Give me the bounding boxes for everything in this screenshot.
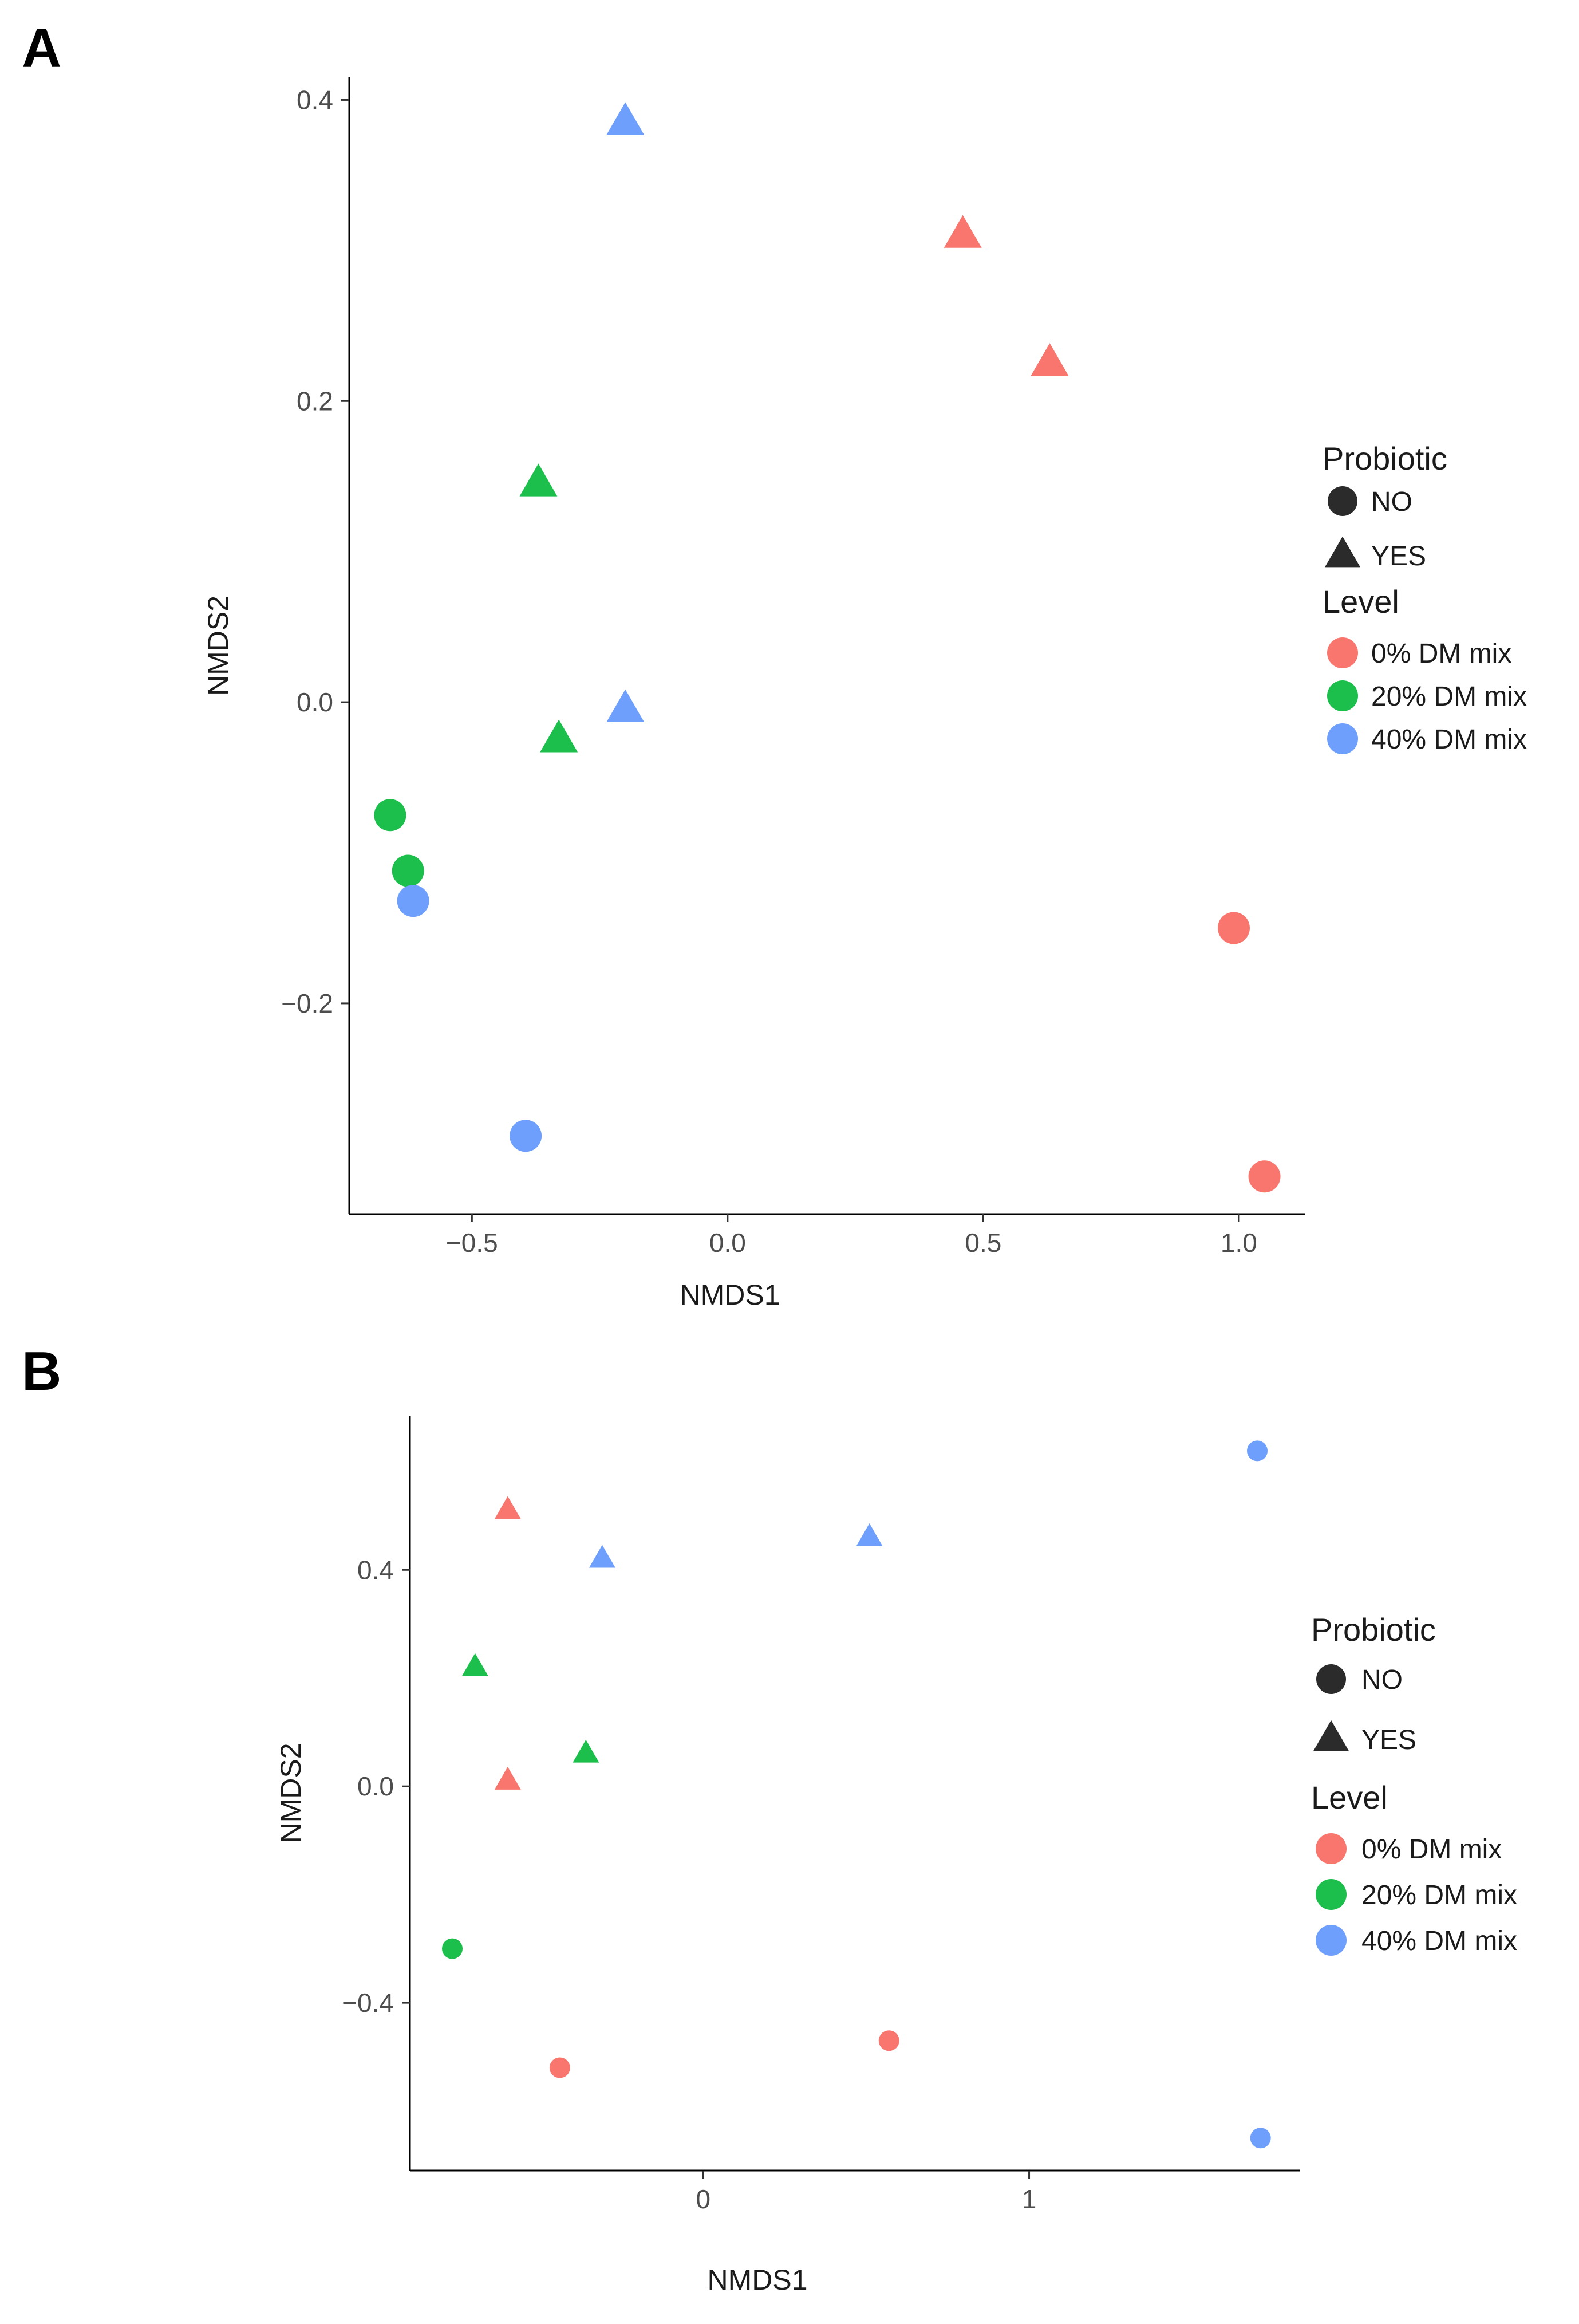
y-axis-title: NMDS2: [202, 596, 234, 696]
legend-level-label: 0% DM mix: [1361, 1834, 1502, 1865]
x-axis-title: NMDS1: [680, 1279, 780, 1311]
x-tick-label: 0: [696, 2184, 711, 2214]
x-tick-label: −0.5: [446, 1228, 498, 1258]
legend-triangle-icon: [1325, 536, 1360, 568]
data-point-triangle: [1031, 343, 1069, 376]
legend-probiotic-label: NO: [1361, 1665, 1403, 1695]
data-point-circle: [397, 885, 429, 917]
nmds-scatter-chart-a: −0.5 0.0 0.5 1.0 −0.2 0.0 0.2 0.4 NMDS1 NMDS2 Prob…: [202, 77, 1527, 1311]
data-point-circle: [392, 854, 424, 887]
legend-level-swatch: [1316, 1879, 1347, 1910]
data-point-circle: [878, 2030, 899, 2051]
legend-level-title: Level: [1311, 1779, 1388, 1815]
x-tick-label: 1: [1022, 2184, 1037, 2214]
data-point-circle: [1248, 1160, 1281, 1193]
nmds-scatter-chart-b: 0 1 −0.4 0.0 0.4 NMDS1 NMDS2 Probiotic NO YES Leve…: [275, 1416, 1517, 2296]
data-point-triangle: [519, 463, 558, 497]
x-tick-label: 0.5: [965, 1228, 1001, 1258]
legend-level-swatch: [1327, 680, 1358, 711]
x-tick-label: 0.0: [709, 1228, 746, 1258]
legend-probiotic-title: Probiotic: [1311, 1612, 1436, 1648]
data-point-circle: [510, 1120, 542, 1152]
legend-circle-icon: [1316, 1664, 1346, 1694]
data-point-triangle: [856, 1523, 883, 1546]
legend-level-label: 40% DM mix: [1361, 1926, 1517, 1956]
legend-probiotic-label: YES: [1371, 541, 1426, 572]
data-point-triangle: [606, 102, 645, 135]
data-point-circle: [549, 2057, 570, 2078]
y-axis-title: NMDS2: [275, 1743, 307, 1843]
y-tick-label: 0.4: [297, 85, 333, 115]
legend-level-swatch: [1327, 723, 1358, 754]
panel-label: A: [22, 18, 62, 79]
legend-level-label: 40% DM mix: [1371, 724, 1527, 755]
data-point-triangle: [606, 689, 645, 722]
y-tick-label: −0.4: [342, 1988, 394, 2018]
data-point-triangle: [540, 719, 578, 753]
x-axis-title: NMDS1: [707, 2264, 807, 2296]
panel-a: A −0.5 0.0 0.5 1.0 −0.2 0.0 0.2 0.4 NMDS1 NMDS2 Pr…: [22, 18, 1527, 1311]
legend-level-swatch: [1327, 637, 1358, 668]
legend-probiotic-label: NO: [1371, 487, 1412, 517]
y-tick-label: −0.2: [281, 988, 333, 1018]
data-point-circle: [442, 1938, 463, 1959]
y-tick-label: 0.2: [297, 386, 333, 416]
legend-level-label: 20% DM mix: [1371, 682, 1527, 712]
x-tick-label: 1.0: [1221, 1228, 1257, 1258]
legend-probiotic-title: Probiotic: [1323, 440, 1447, 476]
data-point-triangle: [494, 1767, 521, 1790]
legend-level-label: 0% DM mix: [1371, 639, 1511, 669]
legend-level-label: 20% DM mix: [1361, 1880, 1517, 1911]
data-point-circle: [1217, 912, 1250, 944]
panel-label: B: [22, 1341, 62, 1402]
y-tick-label: 0.0: [357, 1771, 394, 1801]
y-tick-label: 0.4: [357, 1555, 394, 1585]
legend-level-swatch: [1316, 1833, 1347, 1864]
legend-level-title: Level: [1323, 584, 1399, 620]
data-point-circle: [374, 799, 406, 832]
data-point-triangle: [589, 1545, 615, 1568]
data-point-triangle: [573, 1739, 599, 1763]
y-tick-label: 0.0: [297, 687, 333, 717]
legend-level-swatch: [1316, 1925, 1347, 1956]
legend-circle-icon: [1328, 486, 1357, 516]
data-point-triangle: [461, 1653, 488, 1676]
panel-b: B 0 1 −0.4 0.0 0.4 NMDS1 NMDS2 Probiotic NO YES Le…: [0, 1340, 1579, 2324]
data-point-triangle: [494, 1496, 521, 1519]
legend-probiotic-label: YES: [1361, 1725, 1416, 1755]
data-point-circle: [1250, 2128, 1271, 2149]
legend-triangle-icon: [1313, 1720, 1349, 1751]
data-point-circle: [1247, 1440, 1268, 1462]
data-point-triangle: [944, 215, 982, 248]
